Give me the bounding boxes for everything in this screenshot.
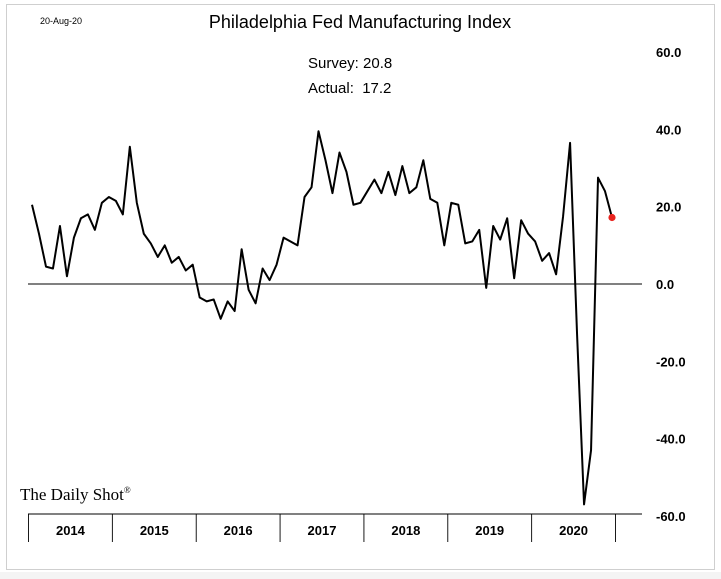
y-axis: 60.0 40.0 20.0 0.0 -20.0 -40.0 -60.0: [656, 45, 686, 524]
brand-mark: ®: [124, 485, 131, 495]
brand-logo: The Daily Shot®: [20, 485, 131, 504]
actual-annotation: Actual: 17.2: [308, 80, 391, 97]
chart-title: Philadelphia Fed Manufacturing Index: [209, 12, 511, 32]
x-tick-label: 2020: [559, 523, 588, 538]
survey-annotation: Survey: 20.8: [308, 55, 392, 72]
series-line: [31, 130, 613, 506]
last-point-marker: [608, 213, 616, 222]
x-tick-label: 2016: [224, 523, 253, 538]
x-tick-label: 2015: [140, 523, 169, 538]
x-tick-label: 2019: [475, 523, 504, 538]
date-stamp: 20-Aug-20: [40, 16, 82, 26]
y-tick-label: 20.0: [656, 200, 681, 215]
y-tick-label: -40.0: [656, 432, 686, 447]
x-tick-label: 2018: [391, 523, 420, 538]
x-axis: 2014 2015 2016 2017 2018 2019 2020: [28, 514, 616, 542]
y-tick-label: -60.0: [656, 509, 686, 524]
x-tick-label: 2017: [308, 523, 337, 538]
chart-frame: [6, 4, 715, 570]
data-points: [31, 130, 613, 506]
y-tick-label: -20.0: [656, 354, 686, 369]
y-tick-label: 60.0: [656, 45, 681, 60]
y-tick-label: 0.0: [656, 277, 674, 292]
x-tick-label: 2014: [56, 523, 86, 538]
brand-name: The Daily Shot: [20, 485, 124, 504]
footer-strip: [0, 572, 721, 579]
y-tick-label: 40.0: [656, 122, 681, 137]
